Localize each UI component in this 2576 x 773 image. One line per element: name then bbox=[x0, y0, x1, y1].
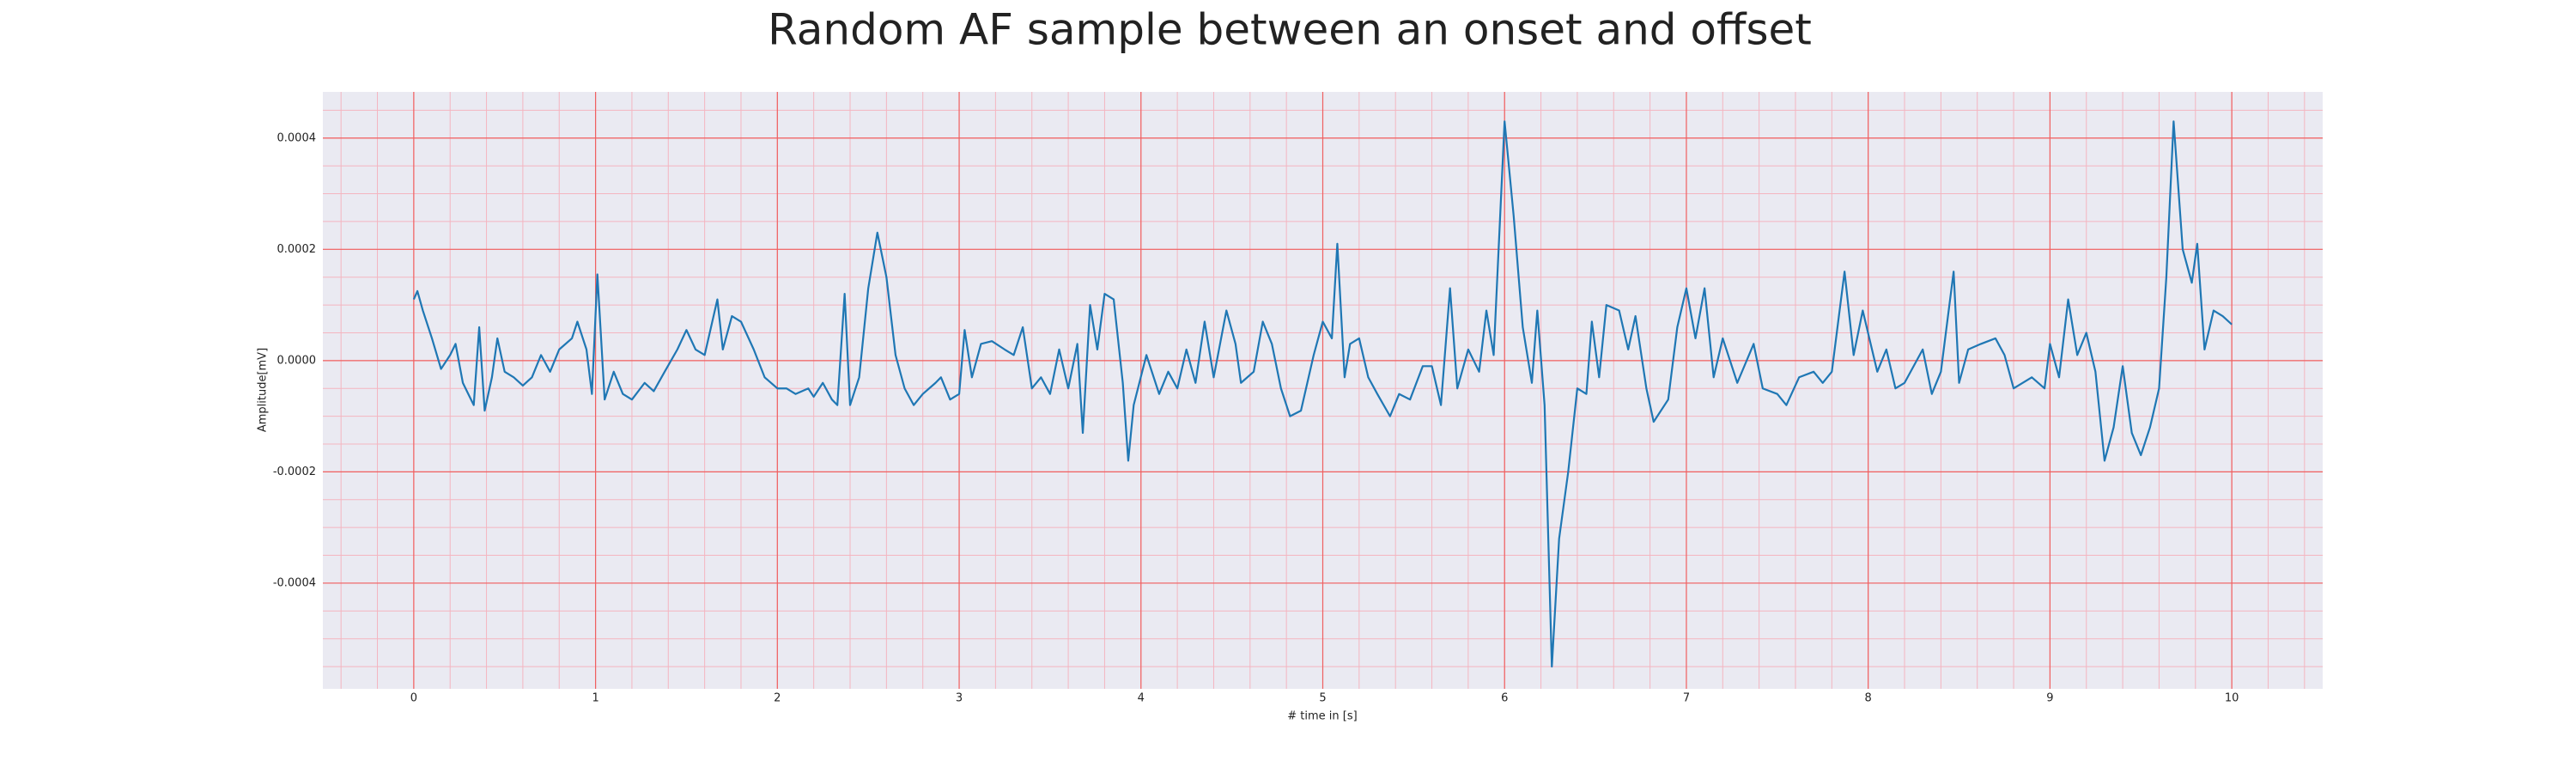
x-tick-label: 9 bbox=[2046, 692, 2053, 705]
chart-title: Random AF sample between an onset and of… bbox=[768, 5, 1812, 55]
x-tick-label: 2 bbox=[774, 692, 781, 705]
x-tick-label: 8 bbox=[1865, 692, 1872, 705]
x-tick-label: 3 bbox=[956, 692, 963, 705]
x-axis-label: # time in [s] bbox=[1287, 710, 1357, 723]
y-tick-label: 0.0002 bbox=[277, 243, 317, 256]
x-tick-label: 0 bbox=[410, 692, 417, 705]
marks bbox=[412, 120, 2233, 668]
signal-line bbox=[412, 120, 2233, 668]
y-axis-label: Amplitude[mV] bbox=[257, 348, 270, 432]
y-tick-label: -0.0004 bbox=[273, 576, 316, 589]
grid bbox=[323, 92, 2323, 689]
x-tick-label: 6 bbox=[1501, 692, 1508, 705]
x-tick-label: 10 bbox=[2225, 692, 2239, 705]
x-tick-label: 5 bbox=[1319, 692, 1326, 705]
y-tick-label: 0.0004 bbox=[277, 131, 317, 144]
y-tick-label: 0.0000 bbox=[277, 354, 317, 367]
x-tick-label: 4 bbox=[1138, 692, 1145, 705]
y-tick-label: -0.0002 bbox=[273, 466, 316, 478]
x-tick-label: 1 bbox=[592, 692, 598, 705]
x-tick-label: 7 bbox=[1683, 692, 1690, 705]
